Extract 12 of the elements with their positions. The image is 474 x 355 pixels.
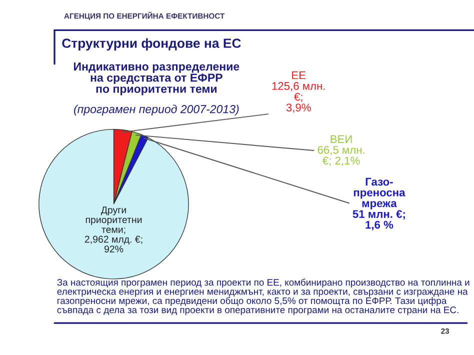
data-label: 51 млн. €; 1,6 % [352, 210, 405, 230]
text: За настоящия програмен период за проекти по ЕЕ, комбинирано производство на топлинна и електрическа енергия и енергиен мениджмънт, както и за проекти, свързани с изграждане на газопреносни мрежи, са предвидени общо около 5,5% от помощта по ЕФРР. Тази цифра съвпада с дела за този вид проекти в оперативните програми на останалите страни на ЕС. [57, 278, 470, 316]
slice-label: ЕЕ [292, 71, 306, 80]
chart-title: Индикативно разпределение на средствата от ЕФРР по приоритетни теми [74, 62, 240, 96]
data-label: 66,5 млн. €; 2,1% [318, 146, 364, 166]
pie-slice [38, 128, 189, 280]
text: Структурни фондове на ЕС [62, 38, 241, 51]
text: (програмен период 2007-2013) [74, 104, 239, 116]
slice-label: Други приоритетни теми; 2,962 млд. €; 92% [84, 206, 142, 252]
data-label: 125,6 млн. €; 3,9% [272, 82, 325, 113]
slice-label: ВЕИ [330, 135, 352, 143]
slice-label: Газо- преносна мрежа [354, 178, 406, 210]
